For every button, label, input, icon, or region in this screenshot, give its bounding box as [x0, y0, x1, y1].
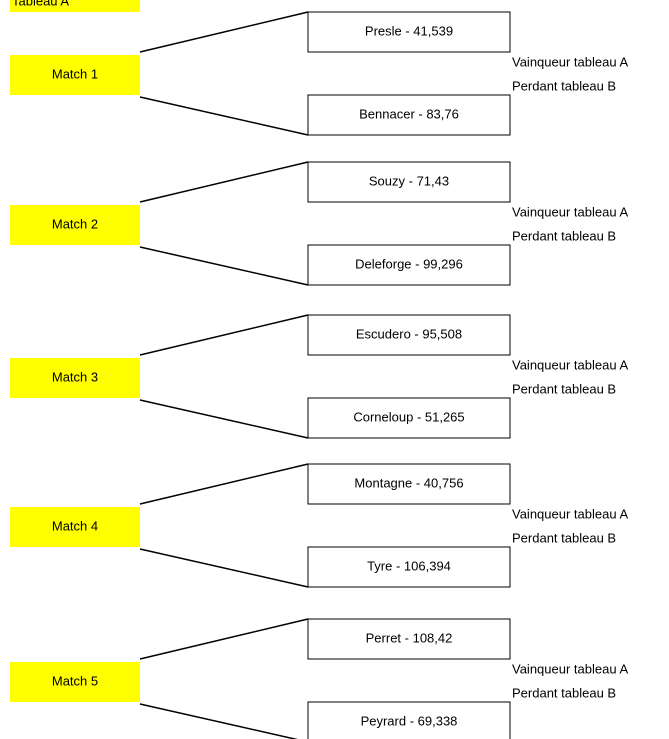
match-label: Match 1	[52, 66, 98, 81]
player-cell	[307, 161, 511, 203]
player-label: Escudero - 95,508	[356, 326, 462, 341]
connector	[139, 314, 309, 356]
player-label: Corneloup - 51,265	[353, 409, 464, 424]
player-cell	[307, 11, 511, 53]
match-label: Match 5	[52, 673, 98, 688]
match-cell	[10, 507, 140, 547]
player-label: Montagne - 40,756	[354, 475, 463, 490]
connector	[139, 399, 309, 439]
match-label: Match 4	[52, 518, 98, 533]
player-label: Tyre - 106,394	[367, 558, 451, 573]
player-label: Perret - 108,42	[366, 630, 453, 645]
player-label: Souzy - 71,43	[369, 173, 449, 188]
connector	[139, 11, 309, 53]
match-label: Match 3	[52, 369, 98, 384]
title-cell	[10, 0, 140, 12]
player-cell	[307, 94, 511, 136]
loser-note: Perdant tableau B	[512, 381, 616, 396]
loser-note: Perdant tableau B	[512, 78, 616, 93]
match-cell	[10, 662, 140, 702]
player-label: Bennacer - 83,76	[359, 106, 459, 121]
player-cell	[307, 618, 511, 660]
loser-note: Perdant tableau B	[512, 530, 616, 545]
player-label: Deleforge - 99,296	[355, 256, 463, 271]
winner-note: Vainqueur tableau A	[512, 204, 628, 219]
match-cell	[10, 358, 140, 398]
connector	[139, 548, 309, 588]
winner-note: Vainqueur tableau A	[512, 357, 628, 372]
connector	[139, 96, 309, 136]
match-cell	[10, 55, 140, 95]
match-label: Match 2	[52, 216, 98, 231]
loser-note: Perdant tableau B	[512, 228, 616, 243]
player-label: Peyrard - 69,338	[361, 713, 458, 728]
connector	[139, 246, 309, 286]
connector	[139, 618, 309, 660]
connector	[139, 703, 299, 739]
player-cell	[307, 397, 511, 439]
title: Tableau A	[12, 0, 69, 8]
player-cell	[307, 546, 511, 588]
loser-note: Perdant tableau B	[512, 685, 616, 700]
match-cell	[10, 205, 140, 245]
connector	[139, 463, 309, 505]
player-cell	[307, 314, 511, 356]
connector	[139, 161, 309, 203]
winner-note: Vainqueur tableau A	[512, 54, 628, 69]
winner-note: Vainqueur tableau A	[512, 506, 628, 521]
player-cell	[307, 701, 511, 739]
player-cell	[307, 463, 511, 505]
winner-note: Vainqueur tableau A	[512, 661, 628, 676]
player-cell	[307, 244, 511, 286]
player-label: Presle - 41,539	[365, 23, 453, 38]
